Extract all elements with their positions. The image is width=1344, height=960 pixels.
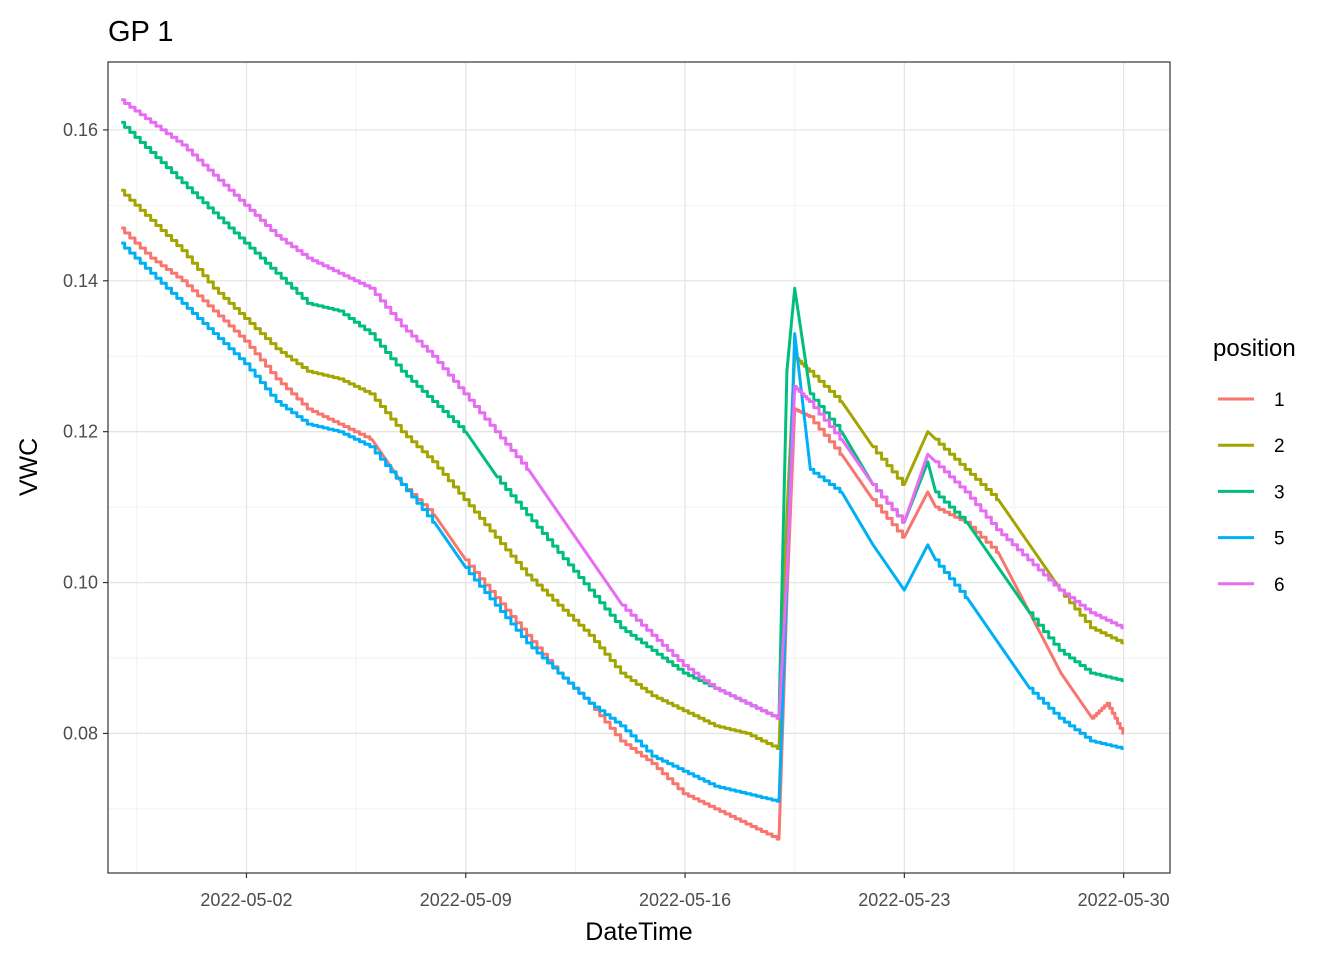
chart-title: GP 1	[108, 16, 174, 48]
series-line-5	[121, 241, 1124, 803]
legend: position 1 2 3 5 6	[1213, 335, 1296, 596]
legend-label-6: 6	[1274, 575, 1285, 596]
y-tick-label: 0.12	[63, 422, 98, 442]
legend-label-3: 3	[1274, 482, 1285, 503]
grid	[108, 62, 1170, 873]
y-tick-label: 0.10	[63, 573, 98, 593]
series-line-1	[121, 226, 1125, 841]
y-axis-title: VWC	[15, 438, 43, 496]
x-tick-label: 2022-05-30	[1078, 890, 1170, 910]
y-tick-label: 0.16	[63, 120, 98, 140]
x-tick-label: 2022-05-23	[858, 890, 950, 910]
x-axis-title: DateTime	[585, 918, 692, 946]
series-layer	[121, 98, 1125, 841]
legend-label-5: 5	[1274, 529, 1285, 550]
axis-ticks: 2022-05-02 2022-05-09 2022-05-16 2022-05-23…	[63, 120, 1170, 910]
legend-label-2: 2	[1274, 436, 1285, 457]
y-tick-label: 0.08	[63, 723, 98, 743]
y-tick-label: 0.14	[63, 271, 98, 291]
plot-border	[107, 61, 1171, 874]
x-tick-label: 2022-05-02	[200, 890, 292, 910]
legend-label-1: 1	[1274, 390, 1285, 411]
series-line-2	[121, 188, 1124, 750]
legend-title: position	[1213, 335, 1296, 362]
x-tick-label: 2022-05-09	[420, 890, 512, 910]
x-tick-label: 2022-05-16	[639, 890, 731, 910]
series-line-6	[121, 98, 1124, 720]
